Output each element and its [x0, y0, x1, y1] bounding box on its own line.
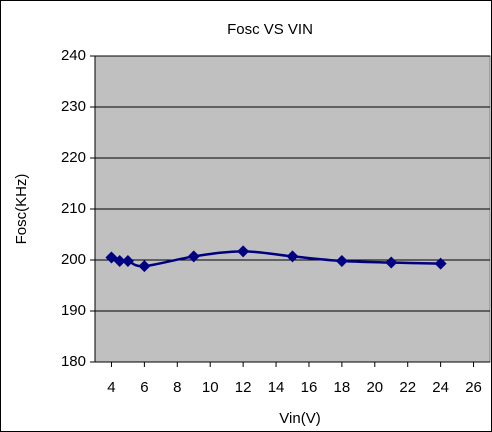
y-axis-label: Fosc(KHz) [13, 174, 30, 245]
x-tick-label: 16 [301, 379, 318, 396]
marker [434, 257, 447, 270]
marker [286, 250, 299, 263]
marker [385, 256, 398, 269]
marker [237, 245, 250, 258]
y-tick-label: 200 [61, 251, 86, 268]
y-tick-label: 190 [61, 302, 86, 319]
marker [138, 260, 151, 273]
x-tick-label: 18 [334, 379, 351, 396]
x-tick-label: 12 [235, 379, 252, 396]
x-tick-label: 6 [140, 379, 148, 396]
y-tick-label: 210 [61, 200, 86, 217]
marker [121, 255, 134, 268]
x-tick-label: 26 [465, 379, 482, 396]
x-tick-label: 20 [366, 379, 383, 396]
y-tick-label: 240 [61, 47, 86, 64]
y-tick-label: 220 [61, 149, 86, 166]
marker [335, 255, 348, 268]
marker [113, 255, 126, 268]
x-tick-label: 22 [399, 379, 416, 396]
x-tick-label: 14 [268, 379, 285, 396]
x-axis-label: Vin(V) [279, 410, 320, 427]
x-tick-label: 10 [202, 379, 219, 396]
y-tick-label: 180 [61, 353, 86, 370]
x-tick-label: 24 [432, 379, 449, 396]
marker [187, 250, 200, 263]
x-tick-label: 4 [107, 379, 115, 396]
x-tick-label: 8 [173, 379, 181, 396]
chart-title: Fosc VS VIN [227, 21, 313, 38]
y-tick-label: 230 [61, 98, 86, 115]
